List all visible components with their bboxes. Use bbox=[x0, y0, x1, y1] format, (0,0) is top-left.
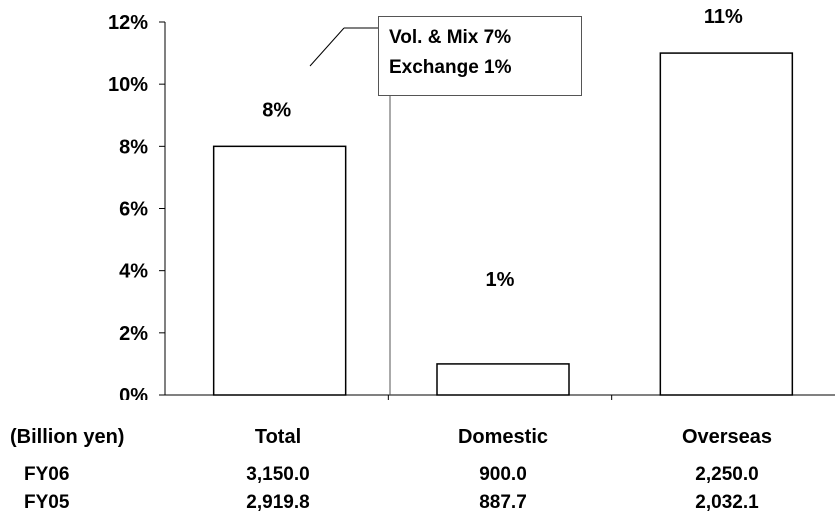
y-tick-label: 10% bbox=[108, 74, 148, 96]
y-tick-label: 6% bbox=[119, 199, 148, 221]
unit-label: (Billion yen) bbox=[10, 426, 125, 448]
annotation-line-exchange: Exchange 1% bbox=[389, 57, 512, 78]
row-label-fy05: FY05 bbox=[24, 492, 70, 513]
column-header-overseas: Overseas bbox=[681, 426, 773, 448]
y-tick-label: 0% bbox=[119, 385, 148, 400]
y-tick-label: 12% bbox=[108, 12, 148, 34]
value-labels: 8% 1% 11% bbox=[262, 6, 743, 291]
data-label-overseas: 11% bbox=[704, 6, 743, 28]
y-tick-label: 8% bbox=[119, 136, 148, 158]
table-header-row: (Billion yen) Total Domestic Overseas bbox=[0, 426, 835, 454]
cell-fy06-overseas: 2,250.0 bbox=[695, 464, 759, 485]
y-tick-label: 2% bbox=[119, 323, 148, 345]
cell-fy06-domestic: 900.0 bbox=[479, 464, 527, 485]
bars bbox=[212, 52, 794, 396]
bar-chart: 0% 2% 4% 6% 8% 10% 12% 8% 1% 11% bbox=[108, 6, 835, 400]
row-label-fy06: FY06 bbox=[24, 464, 70, 485]
cell-fy06-total: 3,150.0 bbox=[246, 464, 310, 485]
data-label-total: 8% bbox=[262, 99, 291, 121]
bar-overseas bbox=[659, 52, 794, 396]
bar-total bbox=[212, 145, 347, 396]
table-row-fy05: FY05 2,919.8 887.7 2,032.1 bbox=[0, 492, 835, 520]
y-tick-label: 4% bbox=[119, 261, 148, 283]
table-row-fy06: FY06 3,150.0 900.0 2,250.0 bbox=[0, 464, 835, 492]
cell-fy05-overseas: 2,032.1 bbox=[695, 492, 759, 513]
bar-domestic bbox=[436, 363, 570, 396]
annotation-box: Vol. & Mix 7% Exchange 1% bbox=[378, 16, 582, 96]
cell-fy05-domestic: 887.7 bbox=[479, 492, 527, 513]
column-header-domestic: Domestic bbox=[457, 426, 549, 448]
annotation-line-vol-mix: Vol. & Mix 7% bbox=[389, 27, 512, 48]
column-header-total: Total bbox=[254, 426, 302, 448]
callout-leader bbox=[309, 27, 345, 67]
cell-fy05-total: 2,919.8 bbox=[246, 492, 310, 513]
data-label-domestic: 1% bbox=[486, 269, 515, 291]
